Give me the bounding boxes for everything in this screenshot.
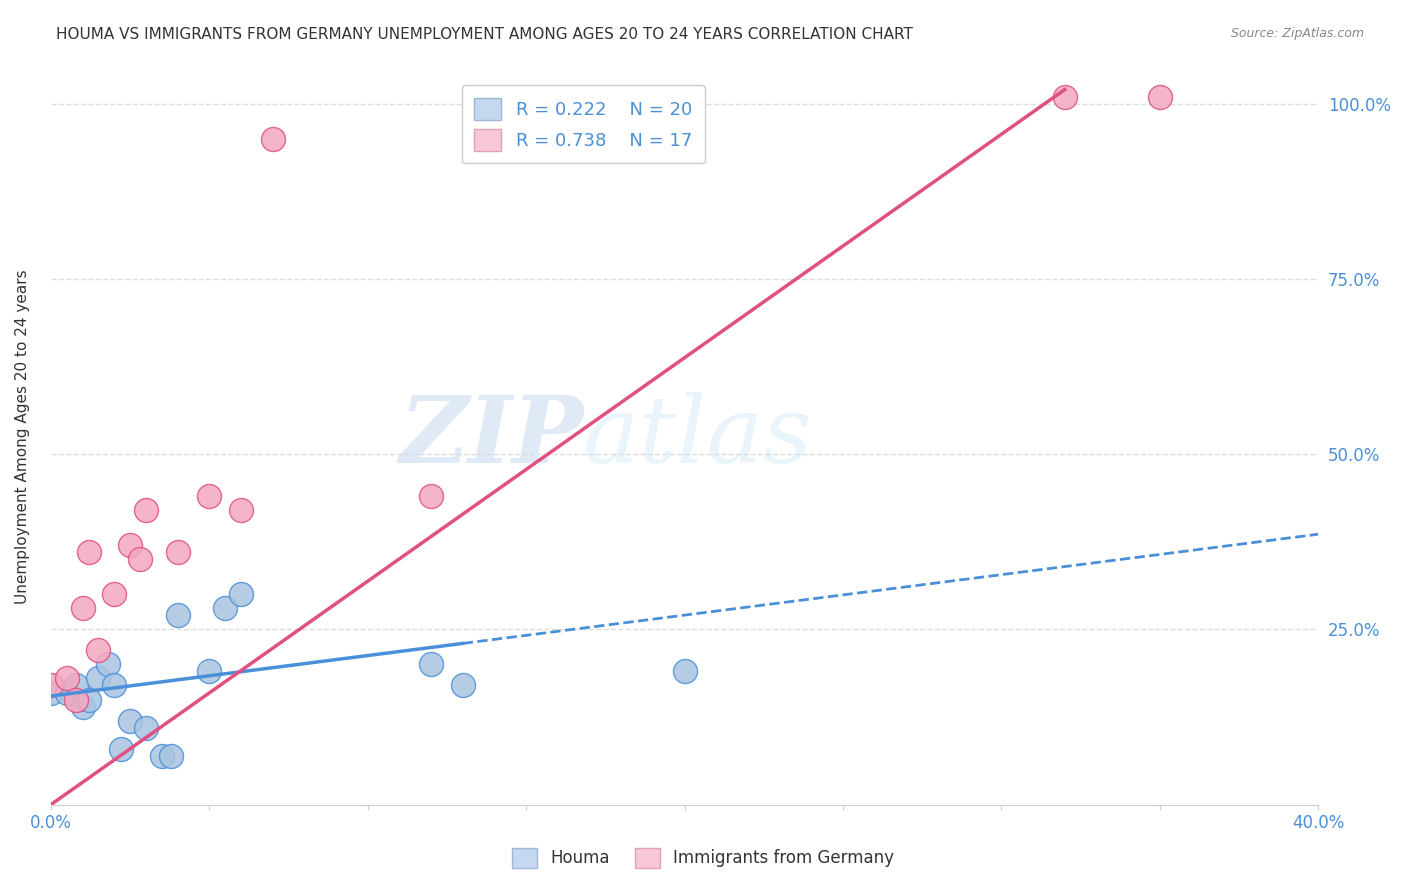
Point — [118, 538, 141, 552]
Point — [87, 672, 110, 686]
Point — [65, 678, 87, 692]
Point — [1053, 89, 1076, 103]
Point — [451, 678, 474, 692]
Point — [420, 657, 443, 672]
Point — [39, 685, 62, 699]
Point — [166, 545, 188, 559]
Point — [420, 489, 443, 503]
Point — [198, 489, 221, 503]
Legend: R = 0.222    N = 20, R = 0.738    N = 17: R = 0.222 N = 20, R = 0.738 N = 17 — [461, 85, 704, 163]
Point — [262, 131, 284, 145]
Point — [229, 503, 252, 517]
Legend: Houma, Immigrants from Germany: Houma, Immigrants from Germany — [505, 841, 901, 875]
Point — [77, 545, 100, 559]
Point — [39, 678, 62, 692]
Point — [229, 587, 252, 601]
Text: atlas: atlas — [583, 392, 813, 482]
Point — [97, 657, 120, 672]
Point — [135, 503, 157, 517]
Text: HOUMA VS IMMIGRANTS FROM GERMANY UNEMPLOYMENT AMONG AGES 20 TO 24 YEARS CORRELAT: HOUMA VS IMMIGRANTS FROM GERMANY UNEMPLO… — [56, 27, 912, 42]
Point — [150, 748, 173, 763]
Point — [110, 741, 132, 756]
Point — [55, 672, 77, 686]
Point — [198, 665, 221, 679]
Point — [87, 643, 110, 657]
Point — [160, 748, 183, 763]
Y-axis label: Unemployment Among Ages 20 to 24 years: Unemployment Among Ages 20 to 24 years — [15, 269, 30, 604]
Point — [77, 692, 100, 706]
Point — [166, 608, 188, 623]
Point — [118, 714, 141, 728]
Point — [72, 699, 94, 714]
Point — [55, 685, 77, 699]
Point — [65, 692, 87, 706]
Point — [103, 587, 125, 601]
Text: ZIP: ZIP — [399, 392, 583, 482]
Point — [1149, 89, 1171, 103]
Point — [673, 665, 696, 679]
Point — [128, 552, 150, 566]
Point — [214, 601, 236, 615]
Point — [103, 678, 125, 692]
Point — [72, 601, 94, 615]
Text: Source: ZipAtlas.com: Source: ZipAtlas.com — [1230, 27, 1364, 40]
Point — [135, 721, 157, 735]
